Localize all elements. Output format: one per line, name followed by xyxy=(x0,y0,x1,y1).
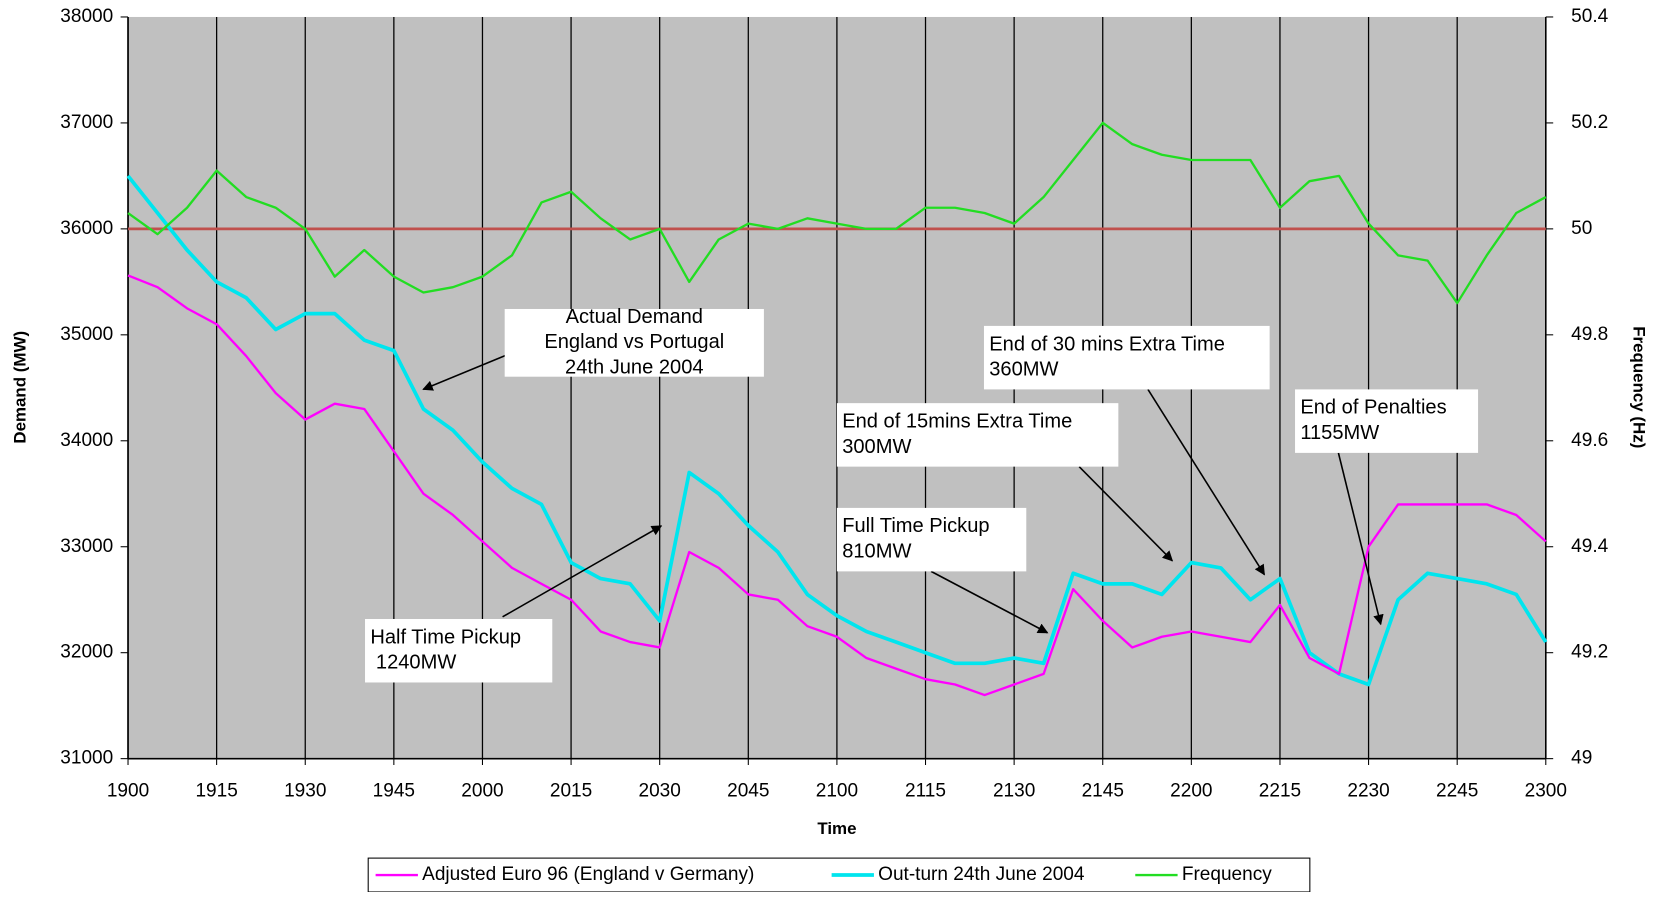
annotation-arrow xyxy=(422,353,509,391)
y-tick-label: 35000 xyxy=(60,324,113,345)
y-tick-label: 37000 xyxy=(60,112,113,133)
legend-label: Frequency xyxy=(1182,864,1272,885)
annotation-box xyxy=(983,325,1270,390)
series-line xyxy=(127,274,1547,697)
annotation-text: 810MW xyxy=(842,541,911,563)
annotation-box xyxy=(365,618,553,683)
x-tick-label: 2245 xyxy=(1436,780,1478,801)
x-tick-label: 2200 xyxy=(1170,780,1212,801)
annotation-text: End of Penalties xyxy=(1300,397,1446,419)
legend-label: Adjusted Euro 96 (England v Germany) xyxy=(422,864,754,885)
y2-axis-title: Frequency (Hz) xyxy=(1629,326,1648,448)
annotation-text: Full Time Pickup xyxy=(842,515,989,537)
y-tick-label: 38000 xyxy=(60,6,113,27)
x-tick-label: 2100 xyxy=(816,780,858,801)
x-tick-label: 2230 xyxy=(1347,780,1389,801)
y2-tick-label: 49 xyxy=(1571,748,1592,769)
annotation-arrow xyxy=(1147,388,1266,576)
annotation-text: 24th June 2004 xyxy=(565,357,704,379)
annotation-text: 1240MW xyxy=(370,652,456,674)
annotation-text: End of 15mins Extra Time xyxy=(842,411,1072,433)
x-tick-label: 2000 xyxy=(461,780,503,801)
x-tick-label: 1945 xyxy=(373,780,415,801)
x-tick-label: 2145 xyxy=(1082,780,1124,801)
annotation-arrow xyxy=(930,570,1049,634)
series-line xyxy=(126,174,1548,687)
legend-label: Out-turn 24th June 2004 xyxy=(878,864,1085,885)
y2-tick-label: 49.6 xyxy=(1571,430,1608,451)
annotation-box xyxy=(1295,389,1479,453)
annotation-arrow xyxy=(1337,452,1384,626)
annotation-box xyxy=(836,403,1119,467)
x-tick-label: 1930 xyxy=(284,780,326,801)
y2-tick-label: 50.4 xyxy=(1571,6,1608,27)
y-axis-title: Demand (MW) xyxy=(11,331,30,444)
y2-tick-label: 50.2 xyxy=(1571,112,1608,133)
y-tick-label: 31000 xyxy=(60,748,113,769)
y2-tick-label: 50 xyxy=(1571,218,1592,239)
annotation-text: 1155MW xyxy=(1300,422,1379,444)
y-tick-label: 34000 xyxy=(60,430,113,451)
x-tick-label: 1915 xyxy=(195,780,237,801)
x-tick-label: 2045 xyxy=(727,780,769,801)
annotation-text: Actual Demand xyxy=(566,306,703,328)
x-tick-label: 1900 xyxy=(107,780,149,801)
x-axis-title: Time xyxy=(817,819,856,838)
annotation-box xyxy=(504,308,764,377)
x-tick-label: 2215 xyxy=(1259,780,1301,801)
annotation-box xyxy=(836,507,1027,572)
annotation-arrow xyxy=(502,525,663,618)
annotation-text: 360MW xyxy=(989,359,1058,381)
series-line xyxy=(127,121,1547,305)
y-tick-label: 32000 xyxy=(60,642,113,663)
x-tick-label: 2300 xyxy=(1525,780,1567,801)
x-tick-label: 2015 xyxy=(550,780,592,801)
y2-tick-label: 49.8 xyxy=(1571,324,1608,345)
y2-tick-label: 49.4 xyxy=(1571,536,1608,557)
y2-tick-label: 49.2 xyxy=(1571,642,1608,663)
y-tick-label: 33000 xyxy=(60,536,113,557)
x-tick-label: 2030 xyxy=(639,780,681,801)
y-tick-label: 36000 xyxy=(60,218,113,239)
annotation-text: End of 30 mins Extra Time xyxy=(989,333,1225,355)
x-tick-label: 2130 xyxy=(993,780,1035,801)
annotation-arrow xyxy=(1078,466,1174,562)
annotation-text: Half Time Pickup xyxy=(370,626,521,648)
annotation-text: England vs Portugal xyxy=(544,331,724,353)
x-tick-label: 2115 xyxy=(905,780,946,801)
annotation-text: 300MW xyxy=(842,436,911,458)
